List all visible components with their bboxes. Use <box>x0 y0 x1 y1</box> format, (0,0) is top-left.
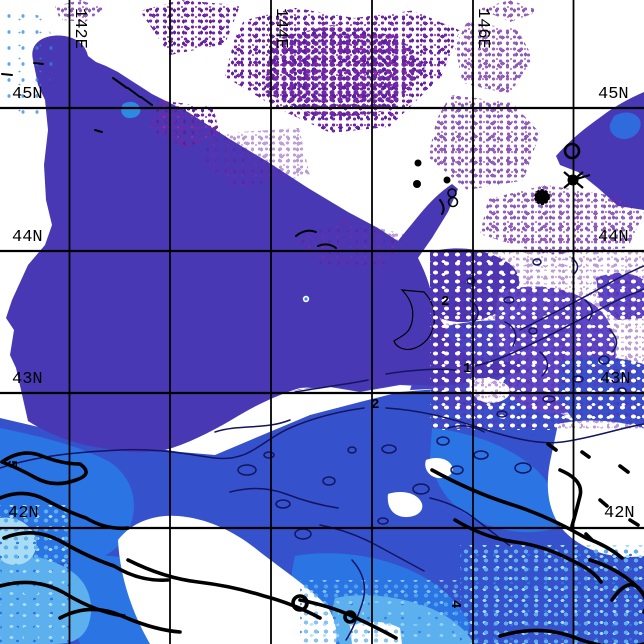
coastal-marks <box>1 62 445 249</box>
crossed-circle-marker <box>563 171 591 189</box>
lat-label-42n-right: 42N <box>604 504 635 523</box>
lat-label-45n-left: 45N <box>12 85 43 104</box>
ice-dot-marks <box>413 159 459 208</box>
lat-label-43n-left: 43N <box>12 370 43 389</box>
lat-label-43n-right: 43N <box>600 370 631 389</box>
contour-label-5: 5 <box>3 460 19 469</box>
lon-label-142e: 142E <box>70 8 89 49</box>
filled-circle-marker <box>534 189 550 205</box>
station-markers <box>413 142 591 208</box>
contours-thick <box>0 442 644 644</box>
open-circle-marker <box>563 142 581 160</box>
lat-label-45n-right: 45N <box>598 85 629 104</box>
lat-label-44n-left: 44N <box>12 228 43 247</box>
lat-label-44n-right: 44N <box>598 228 629 247</box>
contour-label-2b: 2 <box>441 294 450 310</box>
lon-label-144e: 144E <box>271 8 290 49</box>
contour-label-2: 2 <box>371 397 380 413</box>
island-kunashir <box>556 92 644 210</box>
lat-label-42n-left: 42N <box>8 504 39 523</box>
sst-contours-thin <box>0 257 644 641</box>
lon-label-146e: 146E <box>473 8 492 49</box>
contour-label-4: 4 <box>447 600 463 609</box>
landmass-hokkaido <box>6 35 520 453</box>
contour-label-1: 1 <box>463 361 472 377</box>
